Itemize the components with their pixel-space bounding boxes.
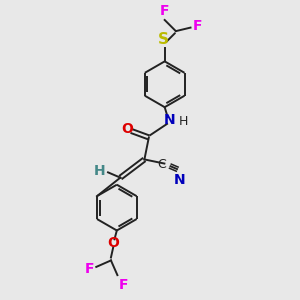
Text: O: O	[107, 236, 119, 250]
Text: O: O	[121, 122, 133, 136]
Text: S: S	[158, 32, 169, 47]
Text: C: C	[158, 158, 166, 171]
Text: H: H	[179, 115, 188, 128]
Text: N: N	[164, 113, 176, 128]
Text: N: N	[174, 173, 185, 187]
Text: F: F	[192, 20, 202, 33]
Text: H: H	[94, 164, 106, 178]
Text: F: F	[84, 262, 94, 276]
Text: F: F	[160, 4, 169, 18]
Text: F: F	[118, 278, 128, 292]
